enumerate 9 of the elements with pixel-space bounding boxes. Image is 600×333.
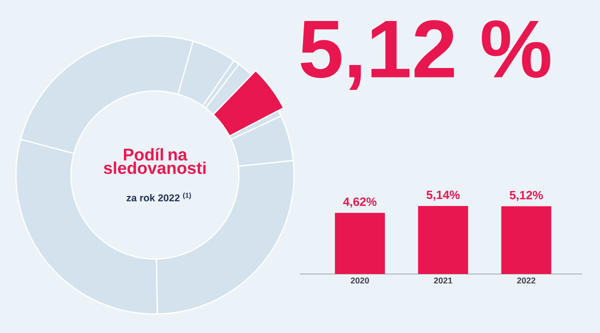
text: Podíl na sledovanosti [104,148,206,174]
x-tick-label: 2021 [434,278,452,284]
data-label: 5,12 % [300,20,550,90]
data-label: 4,62% [343,197,377,208]
data-label: 5,14% [426,190,460,201]
data-label: 5,12% [510,190,543,202]
x-tick-label: 2022 [517,278,536,284]
x-tick-label: 2020 [350,278,369,284]
text: za rok 2022 $^{(1)}$ [126,192,191,202]
